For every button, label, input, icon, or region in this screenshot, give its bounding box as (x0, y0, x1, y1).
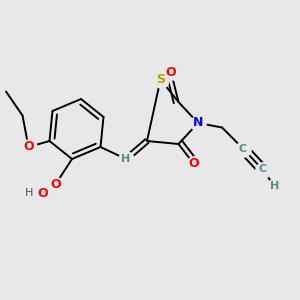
Text: C: C (239, 143, 247, 154)
Text: O: O (37, 187, 48, 200)
Text: H: H (270, 181, 279, 191)
Text: O: O (188, 157, 199, 170)
Text: H: H (25, 188, 34, 199)
Text: H: H (122, 154, 130, 164)
Text: N: N (193, 116, 203, 130)
Text: O: O (50, 178, 61, 191)
Text: O: O (166, 65, 176, 79)
Text: C: C (258, 164, 267, 175)
Text: S: S (156, 73, 165, 86)
Text: O: O (23, 140, 34, 154)
